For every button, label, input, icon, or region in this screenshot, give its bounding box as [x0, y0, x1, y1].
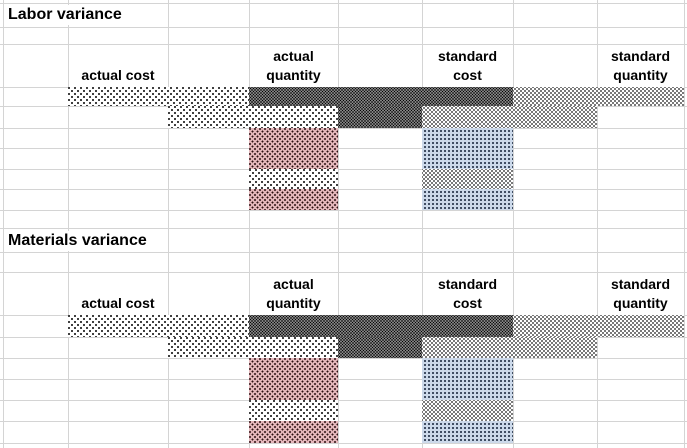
- gridline-horizontal: [0, 210, 687, 211]
- gridline-horizontal: [0, 148, 687, 149]
- materials-header-standard-cost[interactable]: standard cost: [437, 276, 498, 311]
- labor-header-standard-quantity[interactable]: standard quantity: [610, 48, 671, 83]
- gridline-horizontal: [0, 358, 687, 359]
- gridline-horizontal: [0, 252, 687, 253]
- labor-actual-quantity-dotted-cell[interactable]: [249, 169, 338, 189]
- materials-standard-cost-blue-cell-2[interactable]: [422, 421, 513, 443]
- gridline-vertical: [68, 0, 69, 448]
- gridline-vertical: [168, 0, 169, 448]
- labor-actual-quantity-pink-cell-1[interactable]: [249, 128, 338, 169]
- labor-variance-title[interactable]: Labor variance: [7, 5, 126, 25]
- gridline-vertical: [684, 0, 685, 448]
- labor-header-actual-quantity[interactable]: actual quantity: [266, 48, 321, 83]
- gridline-horizontal: [0, 421, 687, 422]
- labor-header-actual-cost[interactable]: actual cost: [81, 67, 155, 83]
- materials-bracket-top-fine-cell[interactable]: [513, 315, 684, 337]
- gridline-vertical: [597, 0, 598, 448]
- gridline-horizontal: [0, 169, 687, 170]
- gridline-vertical: [3, 0, 4, 448]
- labor-standard-cost-blue-cell-2[interactable]: [422, 189, 513, 210]
- labor-bracket-top-dense-cell[interactable]: [249, 87, 513, 106]
- gridline-horizontal: [0, 443, 687, 444]
- gridline-horizontal: [0, 189, 687, 190]
- materials-bracket-bottom-dense-cell[interactable]: [338, 337, 422, 358]
- gridline-horizontal: [0, 272, 687, 273]
- gridline-vertical: [422, 0, 423, 448]
- materials-actual-quantity-pink-cell-2[interactable]: [249, 421, 338, 443]
- materials-actual-quantity-dotted-cell[interactable]: [249, 400, 338, 421]
- gridline-horizontal: [0, 44, 687, 45]
- materials-standard-cost-blue-cell-1[interactable]: [422, 358, 513, 400]
- labor-bracket-top-fine-cell[interactable]: [513, 87, 684, 106]
- labor-header-standard-cost[interactable]: standard cost: [437, 48, 498, 83]
- materials-header-standard-quantity[interactable]: standard quantity: [610, 276, 671, 311]
- labor-bracket-bottom-fine-cell[interactable]: [422, 106, 597, 128]
- materials-bracket-top-dense-cell[interactable]: [249, 315, 513, 337]
- gridline-vertical: [249, 0, 250, 448]
- gridline-horizontal: [0, 400, 687, 401]
- labor-bracket-bottom-sparse-cell[interactable]: [168, 106, 338, 128]
- labor-actual-quantity-pink-cell-2[interactable]: [249, 189, 338, 210]
- materials-header-actual-quantity[interactable]: actual quantity: [266, 276, 321, 311]
- materials-bracket-top-sparse-cell[interactable]: [68, 315, 249, 337]
- materials-actual-quantity-pink-cell-1[interactable]: [249, 358, 338, 400]
- gridline-horizontal: [0, 3, 687, 4]
- labor-standard-cost-dotted-cell[interactable]: [422, 169, 513, 189]
- materials-standard-cost-dotted-cell[interactable]: [422, 400, 513, 421]
- materials-bracket-bottom-sparse-cell[interactable]: [168, 337, 338, 358]
- gridline-horizontal: [0, 379, 687, 380]
- materials-header-actual-cost[interactable]: actual cost: [81, 295, 155, 311]
- gridline-vertical: [338, 0, 339, 448]
- gridline-horizontal: [0, 128, 687, 129]
- labor-bracket-top-sparse-cell[interactable]: [68, 87, 249, 106]
- gridline-horizontal: [0, 27, 687, 28]
- materials-bracket-bottom-fine-cell[interactable]: [422, 337, 597, 358]
- labor-bracket-bottom-dense-cell[interactable]: [338, 106, 422, 128]
- labor-standard-cost-blue-cell-1[interactable]: [422, 128, 513, 169]
- materials-variance-title[interactable]: Materials variance: [7, 231, 151, 251]
- gridline-horizontal: [0, 228, 687, 229]
- gridline-vertical: [513, 0, 514, 448]
